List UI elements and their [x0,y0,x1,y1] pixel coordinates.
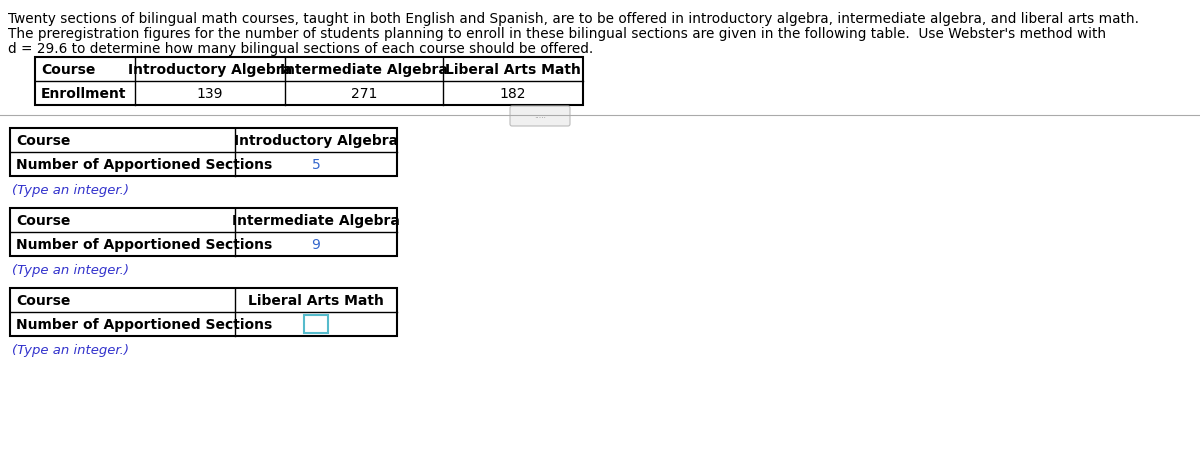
Text: Course: Course [16,214,71,228]
Text: Liberal Arts Math: Liberal Arts Math [248,294,384,308]
Text: 182: 182 [499,87,527,101]
Text: Introductory Algebra: Introductory Algebra [128,63,292,77]
Text: Twenty sections of bilingual math courses, taught in both English and Spanish, a: Twenty sections of bilingual math course… [8,12,1139,26]
Bar [304,315,328,333]
Text: d = 29.6 to determine how many bilingual sections of each course should be offer: d = 29.6 to determine how many bilingual… [8,42,593,56]
Text: 271: 271 [350,87,377,101]
Bar [10,128,397,176]
Text: Intermediate Algebra: Intermediate Algebra [280,63,448,77]
Text: Course: Course [41,63,95,77]
Bar [10,288,397,336]
Bar [10,208,397,256]
Text: 139: 139 [197,87,223,101]
Text: Introductory Algebra: Introductory Algebra [234,134,398,148]
Text: Intermediate Algebra: Intermediate Algebra [232,214,400,228]
Text: (Type an integer.): (Type an integer.) [12,184,130,197]
Text: Liberal Arts Math: Liberal Arts Math [445,63,581,77]
Text: Enrollment: Enrollment [41,87,126,101]
Text: (Type an integer.): (Type an integer.) [12,344,130,357]
FancyBboxPatch shape [510,106,570,126]
Text: 5: 5 [312,158,320,172]
Text: Course: Course [16,134,71,148]
Text: (Type an integer.): (Type an integer.) [12,264,130,277]
Text: Number of Apportioned Sections: Number of Apportioned Sections [16,238,272,252]
Text: Number of Apportioned Sections: Number of Apportioned Sections [16,318,272,332]
Text: The preregistration figures for the number of students planning to enroll in the: The preregistration figures for the numb… [8,27,1106,41]
Text: .....: ..... [534,111,546,120]
Text: Course: Course [16,294,71,308]
Bar [35,57,583,105]
Text: Number of Apportioned Sections: Number of Apportioned Sections [16,158,272,172]
Text: 9: 9 [312,238,320,252]
